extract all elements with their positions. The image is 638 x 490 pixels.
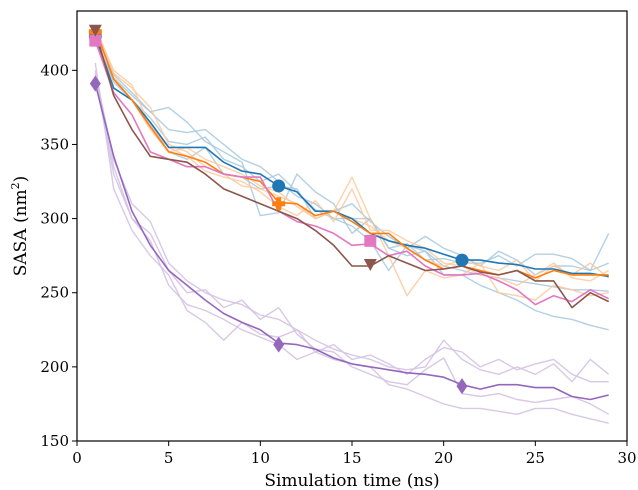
series-line-3 xyxy=(94,40,609,331)
marker-plus-2 xyxy=(272,197,286,211)
y-axis-label-main: SASA (nm xyxy=(11,189,31,276)
x-tick-label: 25 xyxy=(526,449,545,467)
y-tick-label: 350 xyxy=(40,135,69,153)
x-tick-label: 5 xyxy=(164,449,174,467)
marker-triangle-down-1 xyxy=(88,24,102,37)
series-line-4 xyxy=(94,43,609,272)
marker-triangle-down-2 xyxy=(363,259,377,272)
y-tick-label: 250 xyxy=(40,284,69,302)
series-line-12 xyxy=(94,35,609,278)
series-line-7 xyxy=(94,31,610,282)
series-line-11 xyxy=(94,73,610,383)
y-tick-label: 300 xyxy=(40,210,69,228)
x-tick-label: 20 xyxy=(434,449,453,467)
series-layer xyxy=(94,25,610,424)
y-axis-label-close: ) xyxy=(11,176,31,183)
series-line-9 xyxy=(94,70,609,424)
y-tick-label: 400 xyxy=(40,61,69,79)
x-tick-label: 10 xyxy=(251,449,270,467)
y-axis-label: SASA (nm2) xyxy=(9,176,31,277)
series-line-6 xyxy=(94,28,610,286)
x-axis-label: Simulation time (ns) xyxy=(264,471,439,490)
marker-square-1 xyxy=(89,34,102,47)
x-tick-label: 0 xyxy=(72,449,82,467)
marker-square-2 xyxy=(364,234,377,247)
marker-diamond-3 xyxy=(456,378,468,395)
y-tick-label: 200 xyxy=(40,358,69,376)
y-tick-label: 150 xyxy=(40,432,69,450)
x-tick-label: 30 xyxy=(617,449,636,467)
marker-diamond-1 xyxy=(89,75,101,92)
series-line-16 xyxy=(94,83,609,401)
y-axis: 150 200 250 300 350 400 xyxy=(40,61,77,450)
marker-layer xyxy=(88,24,469,395)
marker-circle-3 xyxy=(455,253,469,267)
series-line-14 xyxy=(94,40,610,306)
series-line-15 xyxy=(94,30,610,309)
x-tick-label: 15 xyxy=(342,449,361,467)
series-line-13 xyxy=(94,28,609,279)
series-line-5 xyxy=(94,25,609,301)
series-line-1 xyxy=(94,32,609,292)
marker-diamond-2 xyxy=(273,336,285,353)
series-line-2 xyxy=(94,35,610,276)
marker-circle-2 xyxy=(272,179,286,193)
x-axis: 0 5 10 15 20 25 30 xyxy=(72,441,637,467)
series-line-10 xyxy=(94,77,610,415)
y-axis-label-sup: 2 xyxy=(9,182,22,189)
